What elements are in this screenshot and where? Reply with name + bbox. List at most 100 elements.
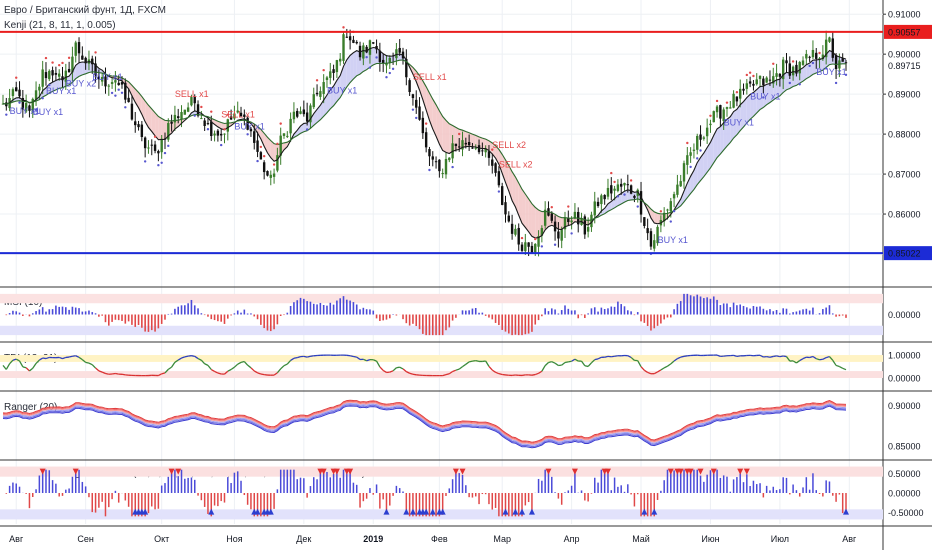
msi-pane[interactable]: MSI (10) [0, 293, 883, 336]
tdi-line-segment [197, 357, 202, 361]
signal-dot [824, 67, 828, 70]
kenji-fill-segment [723, 119, 727, 150]
kenji-fill-segment [806, 63, 810, 79]
signal-dot [67, 56, 71, 60]
candle-body [385, 62, 388, 66]
candle-body [527, 242, 530, 247]
signal-dot [193, 114, 196, 117]
candle-body [656, 226, 659, 244]
tdi-line-segment [164, 368, 169, 374]
kenji-fill-segment [650, 209, 655, 223]
mega-buy-marker [383, 508, 390, 515]
tdi-line-segment [167, 366, 172, 370]
tdi-line-segment [273, 372, 278, 376]
tdi-line-segment [796, 360, 801, 364]
candle-body [742, 88, 745, 91]
kenji-fill-segment [571, 217, 575, 225]
tdi-line-segment [250, 367, 255, 372]
candle-body [583, 216, 587, 235]
tdi-line-segment [257, 372, 262, 375]
candle-body [223, 133, 226, 135]
candle-body [77, 42, 81, 54]
tdi-line-segment [306, 355, 311, 358]
time-axis-label: Авг [9, 534, 24, 544]
tdi-line-segment [455, 368, 460, 371]
candle-body [213, 133, 216, 136]
mega-sell-marker [687, 468, 694, 475]
price-axis[interactable]: 0.86000 0.87000 0.88000 0.89000 0.90000 0.910… [883, 10, 932, 518]
candle-body [408, 80, 411, 93]
candle-body [686, 155, 689, 165]
signal-label: BUY x1 [46, 86, 76, 96]
candle-body [372, 42, 375, 44]
candle-body [315, 92, 319, 95]
signal-dot [745, 73, 749, 77]
candle-body [623, 182, 626, 186]
candle-body [368, 40, 372, 55]
time-axis[interactable]: Авг Сен Окт Ноя Дек 2019 Фев Мар Апр Май Июн Июл Авг [9, 534, 857, 544]
signal-dot [157, 164, 160, 167]
candle-body [147, 147, 150, 149]
signal-dot [58, 63, 61, 67]
tdi-line-segment [568, 360, 572, 363]
kenji-fill-segment [753, 89, 757, 117]
kenji-fill-segment [786, 72, 790, 90]
signal-label: BUY x1 [10, 106, 40, 116]
candle-body [507, 215, 510, 222]
mega-oscillator-pane[interactable]: Unistrada24 Mega Oscillator (13, 8, 21, … [0, 466, 883, 520]
tdi-line-segment [184, 355, 189, 358]
candle-body [143, 137, 147, 149]
tdi-line-segment [290, 357, 295, 362]
price-axis-label: 0.85022 [888, 249, 921, 259]
time-axis-label: Апр [564, 534, 580, 544]
tdi-line-segment [531, 373, 536, 376]
kenji-fill-segment [16, 97, 20, 102]
tdi-line-segment [286, 360, 292, 365]
tdi-line-segment [35, 359, 40, 364]
candle-body [682, 163, 686, 182]
candle-body [74, 42, 77, 56]
candle-body [236, 110, 239, 113]
candle-body [186, 107, 190, 112]
kenji-fill-segment [442, 116, 446, 153]
tdi-line-segment [627, 355, 632, 359]
candle-body [543, 209, 547, 226]
candle-body [504, 202, 507, 215]
candle-body [603, 194, 606, 200]
kenji-fill-segment [416, 71, 420, 90]
signal-label: BUY x1 [327, 85, 357, 95]
candle-body [246, 117, 249, 130]
tdi-line-segment [535, 372, 539, 376]
candle-body [381, 59, 385, 63]
candle-body [219, 133, 223, 136]
signal-dot [844, 73, 848, 77]
tdi-line-segment [227, 368, 232, 372]
tdi-line-segment [465, 361, 470, 365]
tdi-line-segment [779, 355, 784, 358]
tdi-line-segment [18, 360, 24, 368]
tdi-pane[interactable]: TDI (13, 21) [0, 353, 883, 378]
time-axis-label: Авг [842, 534, 857, 544]
signal-dot [276, 142, 279, 145]
signal-dot [117, 88, 120, 91]
candle-body [567, 218, 570, 223]
candle-body [808, 56, 811, 58]
tdi-line-segment [468, 360, 473, 363]
candle-body [689, 152, 692, 156]
kenji-fill-segment [746, 94, 751, 124]
kenji-fill-segment [439, 110, 443, 151]
signal-dots [5, 26, 848, 256]
signal-dot [322, 68, 325, 72]
candle-body [348, 36, 352, 41]
candle-body [104, 76, 107, 87]
candle-body [748, 81, 752, 84]
ranger-pane[interactable]: Ranger (20) [2, 399, 847, 449]
tdi-line-segment [640, 366, 645, 371]
kenji-fill-segment [528, 198, 532, 237]
candle-body [768, 79, 772, 81]
candle-body [365, 46, 368, 53]
candle-body [514, 228, 517, 235]
signal-dot [798, 83, 801, 86]
candle-body [415, 99, 418, 108]
